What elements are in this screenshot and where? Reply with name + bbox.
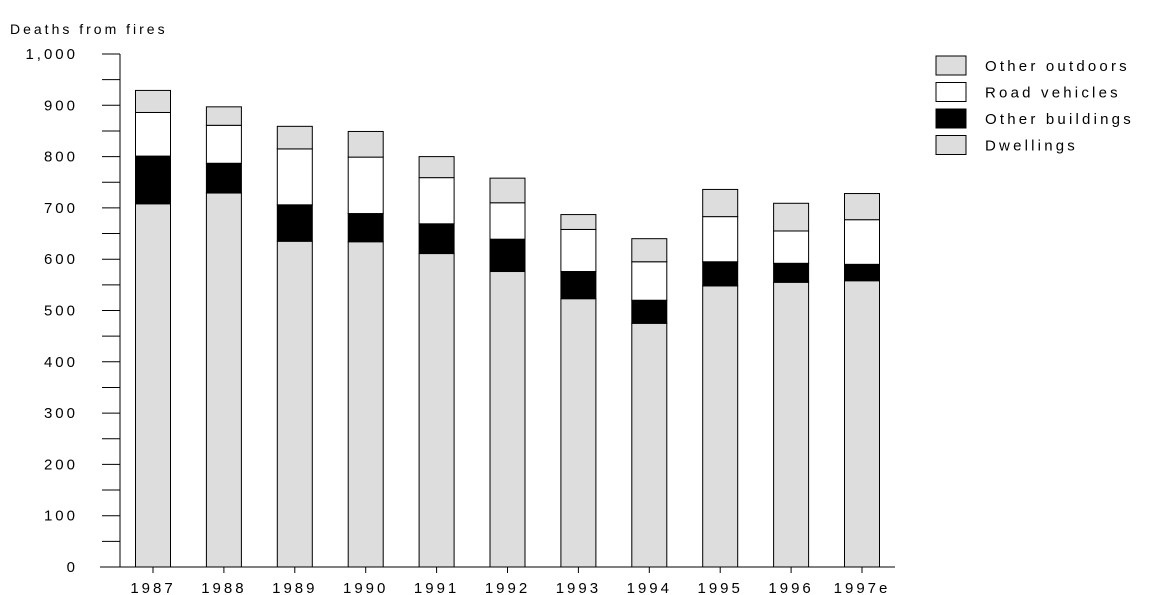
x-tick-label: 1997e [834,580,891,595]
bar-segment-other-buildings-1997e [844,263,880,282]
bar-segment-other-buildings-1995 [702,261,739,287]
bar-segment-other-outdoors-1987 [135,89,171,113]
legend-label-other-outdoors: Other outdoors [985,58,1130,75]
legend-swatch-dwellings [935,135,967,155]
y-tick-label: 400 [44,354,78,371]
bar-segment-dwellings-1995 [702,285,739,568]
x-tick-label: 1993 [556,580,601,595]
y-tick-label: 600 [44,251,78,268]
bar-segment-road-vehicles-1993 [560,228,597,273]
bar-segment-road-vehicles-1994 [631,261,668,301]
legend-swatch-road-vehicles [935,82,967,102]
bar-segment-road-vehicles-1990 [347,156,384,215]
legend-label-dwellings: Dwellings [985,138,1078,155]
legend-swatch-other-buildings [935,108,967,129]
bar-segment-other-outdoors-1988 [205,106,242,126]
x-tick-label: 1995 [698,580,743,595]
bar-segment-dwellings-1991 [418,253,455,568]
bar-segment-other-buildings-1994 [631,299,668,324]
bar-segment-dwellings-1994 [631,322,668,568]
bar-segment-dwellings-1990 [347,241,384,568]
legend: Other outdoors Road vehicles Other buildin… [935,55,1134,155]
bar-segment-dwellings-1992 [489,271,526,568]
bar-segment-other-buildings-1996 [773,262,810,283]
bar-segment-road-vehicles-1991 [418,177,455,225]
bar-segment-other-outdoors-1997e [844,193,880,221]
x-tick-label: 1987 [130,580,175,595]
bar-segment-other-outdoors-1996 [773,202,810,232]
bar-segment-other-buildings-1991 [418,223,455,255]
bar-segment-other-outdoors-1995 [702,188,739,218]
bar-segment-other-outdoors-1989 [276,125,313,150]
bar-segment-other-outdoors-1993 [560,214,597,230]
legend-label-road-vehicles: Road vehicles [985,85,1121,102]
bar-segment-road-vehicles-1996 [773,230,810,264]
bar-segment-road-vehicles-1987 [135,111,171,157]
bar-segment-dwellings-1988 [205,192,242,568]
y-tick-label: 300 [44,405,78,422]
y-tick-label: 200 [44,456,78,473]
bar-segment-dwellings-1989 [276,240,313,568]
bar-segment-other-buildings-1989 [276,204,313,242]
bar-segment-dwellings-1997e [844,280,880,568]
bar-segment-other-outdoors-1991 [418,156,455,179]
x-tick-label: 1996 [768,580,813,595]
bar-segment-other-buildings-1990 [347,213,384,243]
y-tick-label: 100 [44,508,78,525]
y-tick-label: 700 [44,200,78,217]
bar-segment-other-outdoors-1992 [489,177,526,204]
axes-group: 1987 1988 1989 1990 1991 1992 1993 1994 1995 1996… [25,46,895,595]
bars-group [135,89,880,568]
bar-segment-other-buildings-1988 [205,162,242,194]
legend-label-other-buildings: Other buildings [985,111,1134,128]
bar-segment-dwellings-1996 [773,281,810,568]
legend-swatch-other-outdoors [935,55,967,76]
bar-segment-road-vehicles-1995 [702,216,739,263]
y-tick-label: 800 [44,149,78,166]
y-axis-title: Deaths from fires [10,21,168,37]
bar-segment-other-buildings-1992 [489,238,526,273]
bar-segment-road-vehicles-1988 [205,124,242,164]
x-tick-label: 1994 [627,580,672,595]
y-tick-label: 0 [67,559,78,576]
y-tick-label: 500 [44,303,78,320]
bar-segment-dwellings-1987 [135,203,171,568]
bar-segment-other-outdoors-1994 [631,238,668,263]
bar-segment-road-vehicles-1992 [489,202,526,240]
bar-segment-road-vehicles-1989 [276,148,313,206]
x-tick-label: 1990 [343,580,388,595]
x-tick-label: 1988 [201,580,246,595]
x-tick-label: 1991 [414,580,459,595]
y-tick-label: 1,000 [25,46,78,63]
bar-segment-other-buildings-1987 [135,155,171,205]
bar-segment-road-vehicles-1997e [844,219,880,265]
x-tick-label: 1992 [485,580,530,595]
bar-segment-other-outdoors-1990 [347,130,384,158]
bar-segment-other-buildings-1993 [560,271,597,300]
y-tick-label: 900 [44,97,78,114]
x-tick-label: 1989 [272,580,317,595]
bar-segment-dwellings-1993 [560,298,597,568]
